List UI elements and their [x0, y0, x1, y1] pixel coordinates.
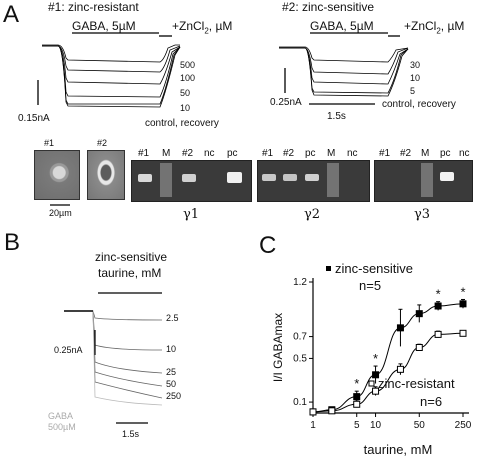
cell2-scale-x: 1.5s — [327, 111, 346, 122]
cell1-control-label: control, recovery — [145, 118, 219, 129]
cell1-conc-label: 100 — [180, 73, 196, 83]
x-tick-label: 50 — [414, 420, 426, 431]
gel3-lane-label: #1 — [379, 148, 391, 159]
cell2-photo — [87, 150, 125, 200]
gel1-gamma-label: γ1 — [183, 207, 200, 222]
x-tick-label: 250 — [455, 420, 472, 431]
cell1-scale-y: 0.15nA — [18, 113, 50, 124]
gel3-lane-label: #2 — [400, 148, 412, 159]
cell1-drug-label: GABA, 5µM — [72, 19, 136, 33]
cell1-photo — [34, 150, 80, 200]
cell2-traces — [279, 46, 409, 97]
data-point — [353, 400, 361, 408]
cell1-traces — [42, 44, 181, 108]
gel2-lane-label: M — [327, 148, 336, 159]
panel-b-letter: B — [4, 229, 21, 256]
data-point — [415, 344, 423, 351]
gaba-conc-label: 500µM — [48, 422, 76, 432]
cell2-conc-label: 10 — [410, 73, 421, 83]
gel3-lane-label: M — [421, 148, 430, 159]
panel-b-scale-y: 0.25nA — [54, 345, 83, 355]
taurine-conc-label: 25 — [166, 367, 177, 377]
legend-label-resistant: zinc-resistant — [378, 376, 455, 391]
data-point — [459, 329, 467, 337]
cell2-conc-label: 30 — [410, 60, 421, 70]
taurine-conc-label: 10 — [166, 344, 177, 354]
gaba-label: GABA — [48, 411, 74, 421]
cell1-photo-label: #1 — [44, 138, 55, 148]
gaba-trace — [64, 310, 163, 406]
cell2-title: #2: zinc-sensitive — [282, 0, 375, 14]
y-tick-label: 0.7 — [293, 332, 307, 343]
panel-b-title: zinc-sensitive — [95, 250, 168, 264]
cell2-scale-y: 0.25nA — [270, 97, 302, 108]
data-point — [396, 365, 404, 373]
cell2-drug-label: GABA, 5µM — [310, 19, 374, 33]
data-point — [372, 387, 380, 395]
data-point — [328, 407, 336, 415]
significance-star: * — [436, 287, 441, 302]
legend-label-sensitive: zinc-sensitive — [335, 261, 413, 276]
significance-star: * — [460, 284, 465, 299]
panel-a-letter: A — [3, 1, 20, 28]
x-axis-label: taurine, mM — [364, 442, 433, 457]
cell1-conc-label: 500 — [180, 60, 196, 70]
gel-bands — [138, 163, 454, 197]
data-point — [434, 302, 442, 310]
cell2-photo-label: #2 — [97, 138, 108, 148]
gel3-lane-label: nc — [459, 148, 470, 159]
photo-scale-label: 20µm — [49, 208, 72, 218]
x-tick-label: 5 — [354, 420, 360, 431]
y-tick-label: 1.2 — [293, 277, 307, 288]
cell1-conc-label: 10 — [180, 103, 191, 113]
data-point — [396, 324, 404, 332]
gel3-gamma-label: γ3 — [414, 207, 431, 222]
cell2-control-label: control, recovery — [382, 99, 456, 110]
data-point — [353, 393, 361, 401]
legend-n-resistant: n=6 — [420, 394, 442, 409]
legend-marker-sensitive — [326, 266, 331, 271]
x-tick-label: 10 — [370, 420, 382, 431]
significance-star: * — [354, 376, 359, 391]
cell2-conc-label: 5 — [410, 86, 416, 96]
gel1-lane-label: #1 — [138, 148, 150, 159]
gel2-gamma-label: γ2 — [304, 207, 321, 222]
cell1-title: #1: zinc-resistant — [48, 0, 139, 14]
gel2-lane-label: pc — [305, 148, 316, 159]
data-point — [309, 408, 317, 416]
gel1-lane-label: pc — [227, 148, 238, 159]
data-point — [415, 310, 423, 318]
taurine-conc-label: 250 — [166, 391, 182, 401]
legend-n-sensitive: n=5 — [359, 278, 381, 293]
y-axis-label: I/I GABAmax — [271, 313, 285, 382]
panel-b-scale-x: 1.5s — [122, 429, 140, 439]
cell1-cotreat-label: +ZnCl2, µM — [172, 19, 233, 36]
data-point — [372, 371, 380, 379]
gel1-lane-label: M — [162, 148, 171, 159]
x-tick-label: 1 — [310, 420, 316, 431]
taurine-conc-label: 50 — [166, 379, 177, 389]
cell2-cotreat-label: +ZnCl2, µM — [404, 19, 465, 36]
taurine-conc-label: 2.5 — [166, 313, 179, 323]
gel2-lane-label: #2 — [283, 148, 295, 159]
gel3-lane-label: pc — [440, 148, 451, 159]
gel2-lane-label: nc — [347, 148, 358, 159]
data-point — [434, 330, 442, 338]
data-point — [459, 300, 467, 308]
y-tick-label: 0.5 — [293, 353, 307, 364]
panel-b-drug-label: taurine, mM — [98, 266, 162, 280]
legend-marker-resistant — [368, 380, 375, 387]
panel-c-letter: C — [259, 232, 277, 259]
gel1-lane-label: #2 — [182, 148, 194, 159]
gel1-lane-label: nc — [204, 148, 215, 159]
y-tick-label: 0.1 — [293, 397, 307, 408]
significance-star: * — [373, 351, 378, 366]
cell1-conc-label: 50 — [180, 88, 191, 98]
gel2-lane-label: #1 — [262, 148, 274, 159]
